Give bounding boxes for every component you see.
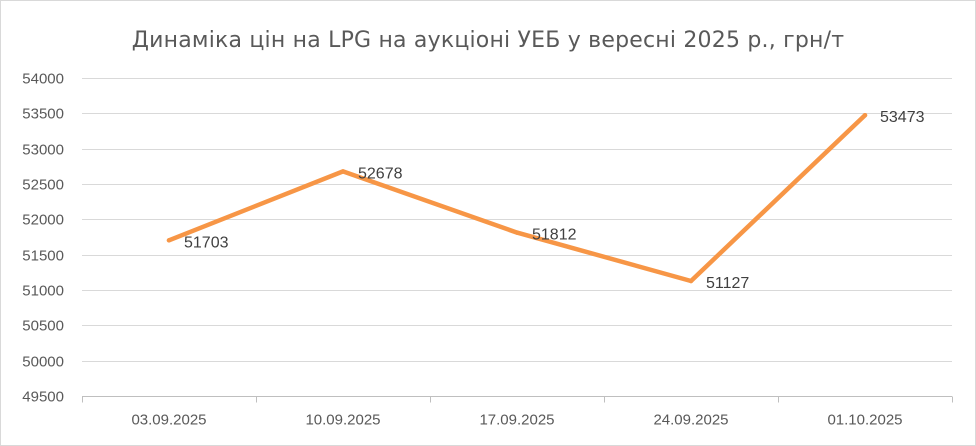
data-point-4 bbox=[862, 113, 868, 118]
y-tick-label-54000: 54000 bbox=[22, 71, 64, 88]
x-tick-label-3: 24.09.2025 bbox=[653, 412, 728, 429]
data-point-1 bbox=[340, 169, 346, 174]
x-tick-label-0: 03.09.2025 bbox=[131, 412, 206, 429]
chart-title: Динаміка цін на LPG на аукціоні УЕБ у ве… bbox=[131, 28, 845, 53]
y-tick-label-50500: 50500 bbox=[22, 318, 64, 335]
y-tick-label-50000: 50000 bbox=[22, 354, 64, 371]
data-label-3: 51127 bbox=[706, 275, 749, 292]
series-line bbox=[166, 112, 868, 284]
data-label-0: 51703 bbox=[184, 234, 229, 251]
y-tick-label-53000: 53000 bbox=[22, 142, 64, 159]
x-axis bbox=[82, 396, 953, 403]
gridlines bbox=[82, 78, 952, 362]
x-tick-label-1: 10.09.2025 bbox=[305, 412, 380, 429]
x-tick-label-2: 17.09.2025 bbox=[479, 412, 554, 429]
y-tick-label-49500: 49500 bbox=[22, 389, 64, 406]
data-label-2: 51812 bbox=[532, 227, 577, 244]
data-point-3 bbox=[688, 278, 694, 284]
y-tick-label-52500: 52500 bbox=[22, 177, 64, 194]
data-point-0 bbox=[166, 238, 172, 243]
series-layer bbox=[166, 112, 868, 284]
x-tick-label-4: 01.10.2025 bbox=[827, 412, 902, 429]
x-axis-tick-labels: 03.09.2025 10.09.2025 17.09.2025 24.09.2025… bbox=[131, 412, 902, 429]
y-tick-label-52000: 52000 bbox=[22, 212, 64, 229]
y-tick-label-51000: 51000 bbox=[22, 283, 64, 300]
y-tick-label-53500: 53500 bbox=[22, 106, 64, 123]
data-point-2 bbox=[514, 230, 520, 235]
y-tick-label-51500: 51500 bbox=[22, 248, 64, 265]
data-labels: 51703 52678 51812 51127 53473 bbox=[184, 109, 925, 292]
y-axis-tick-labels: 49500 50000 50500 51000 51500 52000 52500 53000… bbox=[22, 71, 64, 406]
data-label-1: 52678 bbox=[358, 165, 403, 182]
data-label-4: 53473 bbox=[880, 109, 925, 126]
